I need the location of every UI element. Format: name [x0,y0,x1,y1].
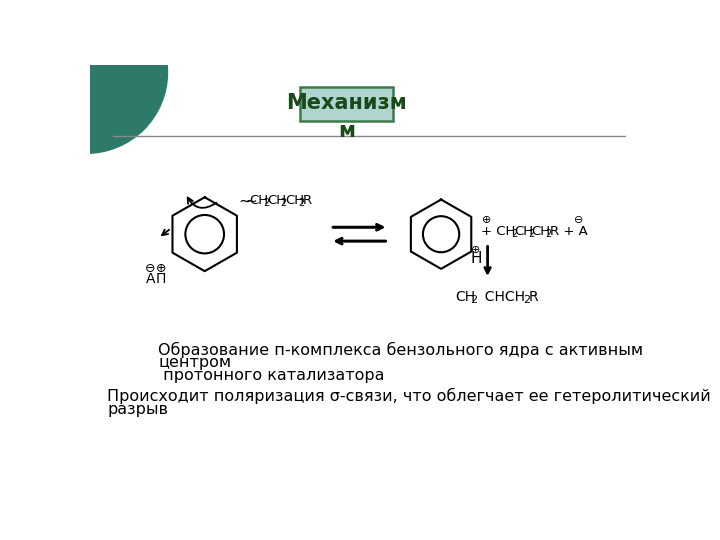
Text: Образование п-комплекса бензольного ядра с активным: Образование п-комплекса бензольного ядра… [158,342,644,358]
Text: 2: 2 [523,295,531,306]
Text: протонного катализатора: протонного катализатора [158,368,384,383]
Text: 2: 2 [299,198,305,208]
Text: 2: 2 [281,198,287,208]
Text: CH: CH [250,194,269,207]
Text: 2: 2 [471,295,477,306]
Text: центром: центром [158,355,231,370]
Text: ~: ~ [238,194,251,208]
Text: CH: CH [532,225,551,238]
Text: CH: CH [455,291,475,305]
Text: H: H [471,251,482,266]
Text: CHCH: CHCH [476,291,525,305]
Text: R + A: R + A [549,225,588,238]
Text: ⊖: ⊖ [145,262,156,275]
Text: R: R [303,194,312,207]
Text: ⊕: ⊕ [156,262,166,275]
Text: 2: 2 [528,229,534,239]
Text: A: A [145,272,156,286]
Text: CH: CH [267,194,287,207]
Text: разрыв: разрыв [107,402,168,417]
Text: ⊖: ⊖ [574,215,583,225]
Circle shape [5,0,168,153]
Text: + CH: + CH [481,225,515,238]
Text: R: R [528,291,539,305]
Text: ⊕: ⊕ [471,245,480,254]
Text: Происходит поляризация σ-связи, что облегчает ее гетеролитический: Происходит поляризация σ-связи, что обле… [107,388,711,404]
Text: 2: 2 [545,229,552,239]
Text: м: м [338,121,355,141]
Text: CH: CH [515,225,534,238]
Text: ⊕: ⊕ [482,215,492,225]
Text: 2: 2 [263,198,269,208]
FancyBboxPatch shape [300,87,393,121]
Text: ~: ~ [244,194,257,208]
Text: CH: CH [285,194,305,207]
Text: Механизм: Механизм [286,93,407,113]
Text: 2: 2 [510,229,517,239]
Text: П: П [156,272,166,286]
